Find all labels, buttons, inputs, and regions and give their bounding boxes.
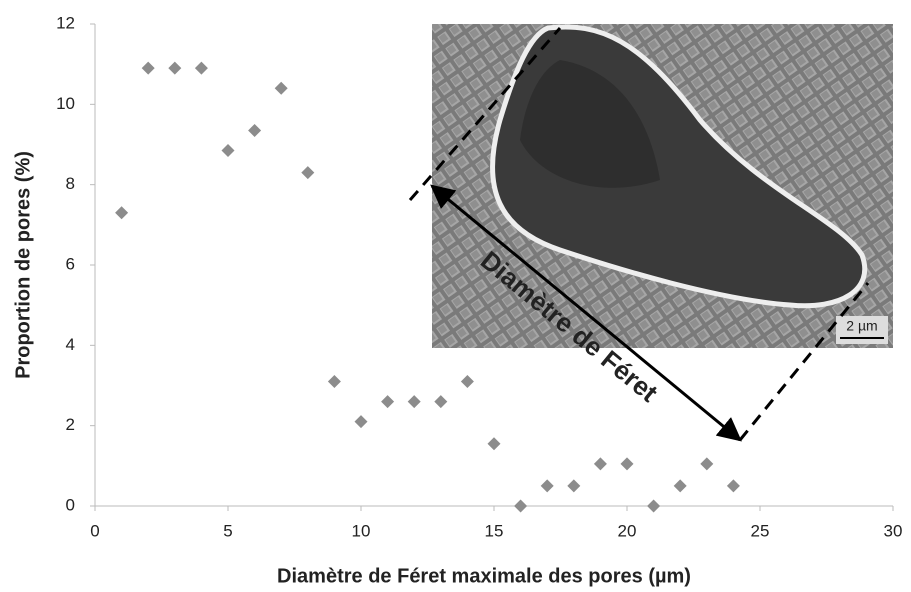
x-axis-title: Diamètre de Féret maximale des pores (µm… [277,565,691,587]
marker [407,395,421,409]
marker [460,374,474,388]
sem-inset: 2 µm [432,24,893,348]
marker [221,144,235,158]
marker [141,61,155,75]
marker [593,457,607,471]
marker [567,479,581,493]
marker [514,499,528,513]
scale-label: 2 µm [846,318,877,334]
marker [673,479,687,493]
marker [327,374,341,388]
y-tick-label: 10 [56,94,75,113]
marker [168,61,182,75]
marker [700,457,714,471]
marker [194,61,208,75]
y-tick-label: 12 [56,13,75,32]
x-tick-label: 25 [751,521,770,540]
y-tick-label: 4 [66,335,75,354]
marker [381,395,395,409]
y-tick-label: 8 [66,174,75,193]
marker [115,206,129,220]
marker [248,123,262,137]
marker [354,415,368,429]
x-tick-label: 20 [618,521,637,540]
marker [540,479,554,493]
marker [301,166,315,180]
marker [274,81,288,95]
x-tick-label: 15 [485,521,504,540]
y-axis-title: Proportion de pores (%) [12,151,34,379]
x-tick-label: 0 [90,521,99,540]
y-tick-label: 0 [66,495,75,514]
y-tick-label: 6 [66,254,75,273]
marker [620,457,634,471]
x-tick-label: 5 [223,521,232,540]
x-tick-label: 10 [352,521,371,540]
marker [434,395,448,409]
marker [647,499,661,513]
marker [726,479,740,493]
x-tick-label: 30 [884,521,903,540]
marker [487,437,501,451]
y-tick-label: 2 [66,415,75,434]
